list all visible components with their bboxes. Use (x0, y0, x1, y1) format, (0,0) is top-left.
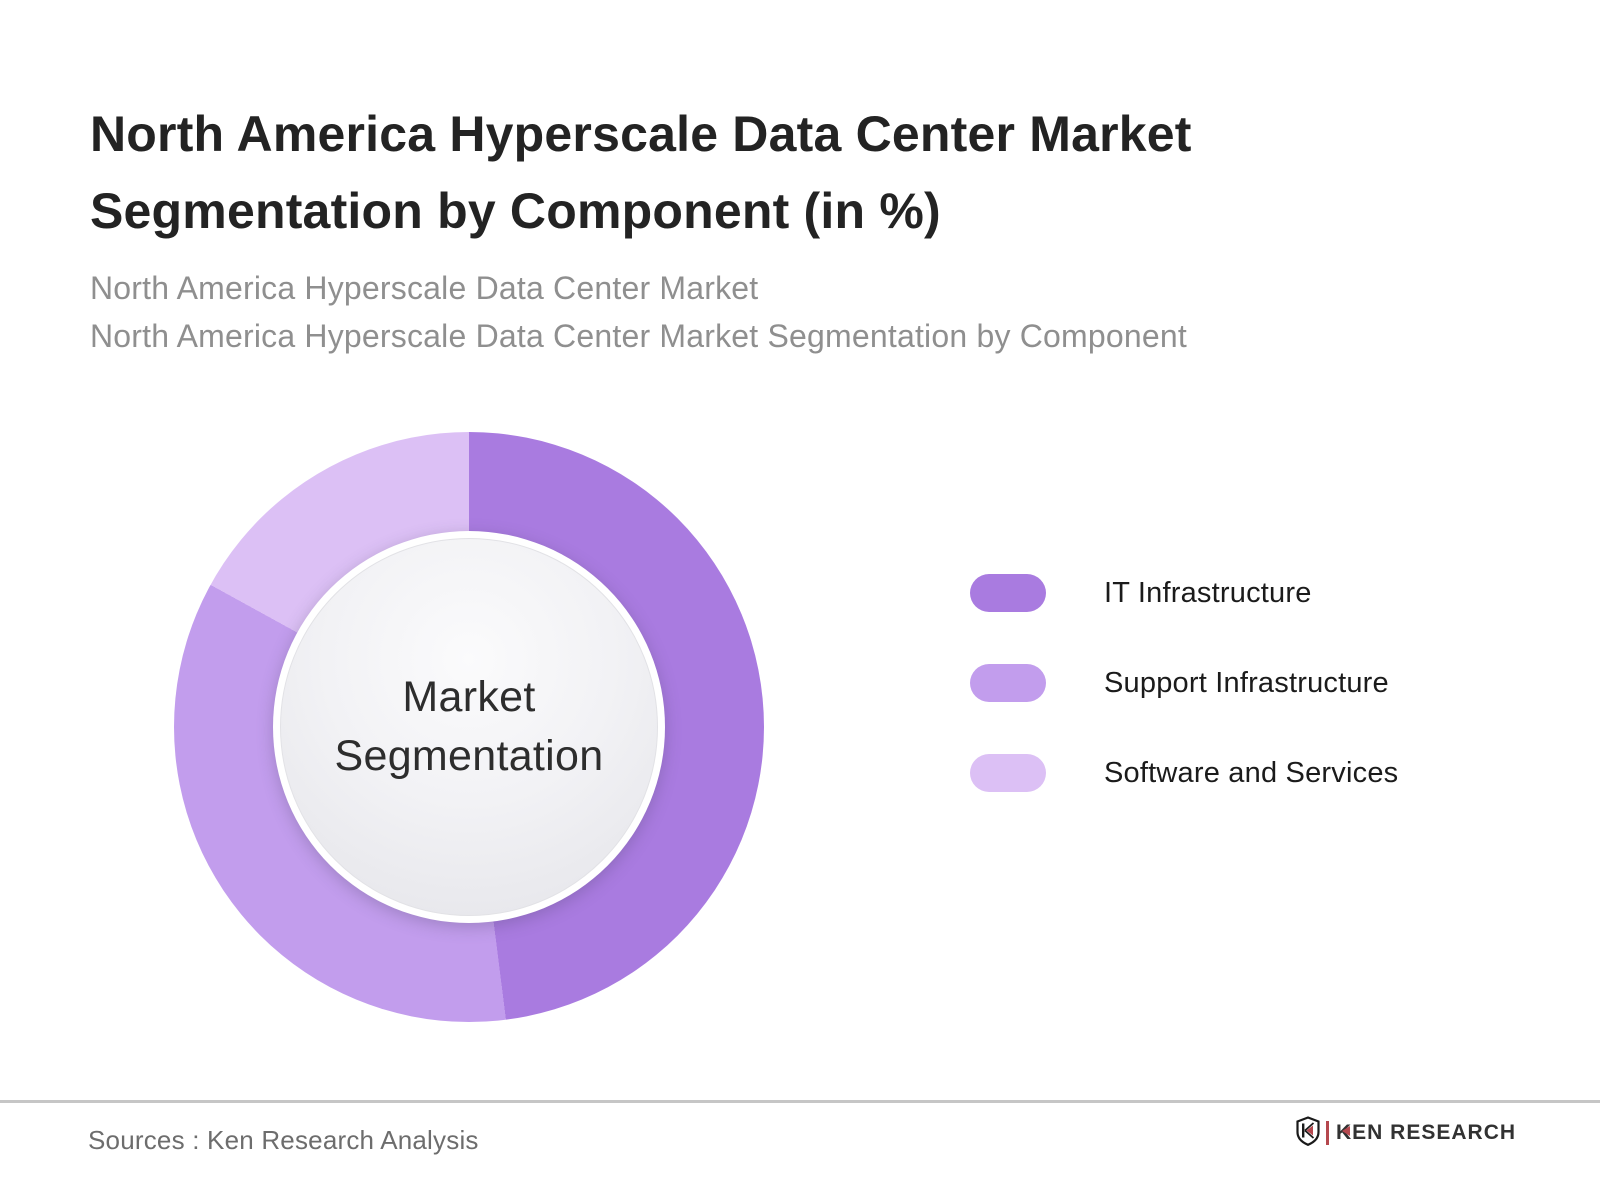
donut-center-label-line-2: Segmentation (334, 732, 604, 780)
donut-center-disc: Market Segmentation (280, 538, 658, 916)
page-subtitle-line-2: North America Hyperscale Data Center Mar… (90, 318, 1187, 354)
logo-k-letter: K (1336, 1121, 1353, 1144)
page-title-line-2: Segmentation by Component (in %) (90, 182, 941, 239)
page-title-line-1: North America Hyperscale Data Center Mar… (90, 105, 1192, 162)
chart-legend: IT Infrastructure Support Infrastructure… (970, 574, 1398, 792)
legend-swatch-software-and-services (970, 754, 1046, 792)
legend-label: Software and Services (1104, 756, 1399, 789)
donut-chart: Market Segmentation (174, 432, 764, 1022)
page-title: North America Hyperscale Data Center Mar… (90, 96, 1192, 250)
legend-item-it-infrastructure: IT Infrastructure (970, 574, 1398, 612)
legend-swatch-support-infrastructure (970, 664, 1046, 702)
logo-wordmark-rest: EN RESEARCH (1352, 1121, 1517, 1144)
donut-center-label: Market Segmentation (335, 668, 604, 786)
logo-wordmark: KEN RESEARCH (1336, 1121, 1516, 1145)
donut-center-circle: Market Segmentation (273, 531, 665, 923)
ken-research-logo: KEN RESEARCH (1296, 1115, 1516, 1151)
donut-center-label-line-1: Market (402, 673, 536, 721)
page-subtitle-line-1: North America Hyperscale Data Center Mar… (90, 270, 759, 306)
logo-separator (1326, 1121, 1329, 1145)
legend-swatch-it-infrastructure (970, 574, 1046, 612)
footer-divider (0, 1100, 1600, 1103)
legend-item-software-and-services: Software and Services (970, 754, 1398, 792)
source-note: Sources : Ken Research Analysis (88, 1125, 479, 1155)
legend-label: IT Infrastructure (1104, 576, 1312, 609)
legend-label: Support Infrastructure (1104, 666, 1389, 699)
legend-item-support-infrastructure: Support Infrastructure (970, 664, 1398, 702)
shield-k-icon (1296, 1115, 1320, 1151)
page-subtitle: North America Hyperscale Data Center Mar… (90, 264, 1187, 360)
